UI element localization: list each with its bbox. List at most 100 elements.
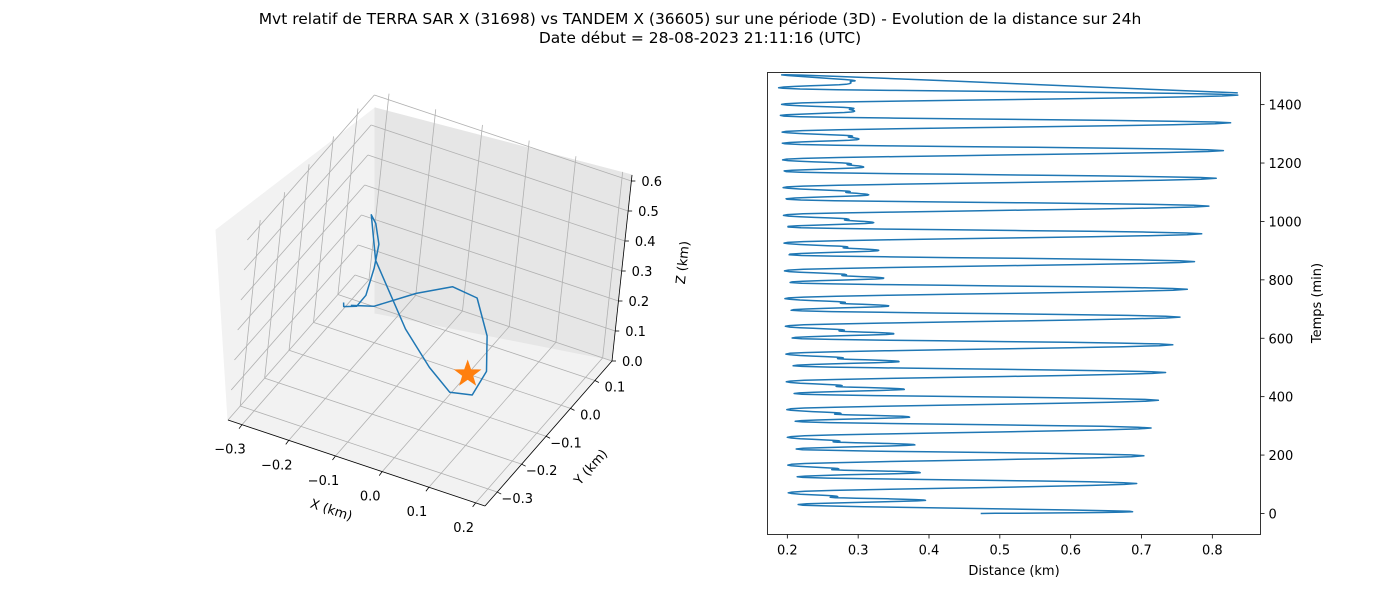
grid-line-x [602,171,624,358]
grid-line-z [361,214,619,302]
x-tick-mark [332,455,336,461]
z-axis-label: Z (km) [674,240,693,285]
grid-line-y [313,322,571,409]
y-tick-mark [570,408,575,411]
y-tick-label: −0.2 [526,464,558,479]
grid-line-z [374,94,632,182]
y-axis-label: Y (km) [571,447,611,489]
grid-line-z [371,124,629,212]
grid-line-y [288,349,547,437]
grid-line-x [288,295,417,441]
grid-line-x [368,93,390,280]
y-tick-label: 400 [1269,391,1294,406]
x-tick-mark [285,440,290,445]
distance-time-plot: 0.2 0.3 0.4 0.5 0.6 0.7 0.8 0 200 400 600 800 1000 1… [767,72,1325,579]
y-tick-label: 1200 [1269,157,1302,172]
grid-line-z [247,94,375,241]
x-tick-mark [472,502,476,508]
grid-line-z [240,154,369,301]
x-tick-label: −0.1 [308,474,340,489]
figure-title-line-1: Mvt relatif de TERRA SAR X (31698) vs TA… [258,10,1142,28]
trajectory-line [342,214,488,396]
x-tick-label: 0.5 [989,544,1010,559]
x-tick-label: 0.2 [777,544,798,559]
z-tick-label: 0.0 [622,355,643,370]
y-tick-label: 600 [1269,332,1294,347]
x-axis-label-2d: Distance (km) [968,564,1059,579]
grid-line-x [241,279,370,425]
x-tick-label: −0.3 [214,443,246,458]
grid-line-z [227,274,356,421]
grid-line-z [354,274,613,362]
z-tick-label: 0.5 [638,205,659,220]
y-tick-label: 1000 [1269,215,1302,230]
z-tick-label: 0.3 [632,265,653,280]
y-tick-label: 0.0 [580,408,601,423]
x-tick-label: 0.4 [919,544,940,559]
y-tick-label: 1400 [1269,99,1302,114]
grid-line-y [264,377,522,465]
z-tick-label: 0.2 [628,295,649,310]
grid-line-z [358,244,616,332]
grid-line-y [337,108,359,295]
grid-line-x [475,357,603,504]
x-tick-mark [238,424,243,429]
grid-line-z [243,124,372,271]
y-axis-line [484,360,613,507]
grid-3d [227,93,632,504]
grid-line-y [264,192,286,379]
y-ticks: 0 200 400 600 800 1000 1200 1400 [1260,99,1302,522]
y-tick-label: 0.1 [605,381,626,396]
x-tick-mark [378,471,383,476]
z-axis-line [611,174,633,362]
y-tick-mark [497,491,502,495]
grid-line-z [230,244,359,391]
y-tick-label: 800 [1269,274,1294,289]
y-tick-mark [594,380,600,383]
grid-line-y [240,405,498,493]
x-tick-label: 0.7 [1131,544,1152,559]
grid-line-z [237,184,365,331]
figure-title-line-2: Date début = 28-08-2023 21:11:16 (UTC) [538,29,862,47]
y-tick-label: 200 [1269,449,1294,464]
x-axis-line [227,419,486,507]
x-tick-label: −0.2 [261,458,293,473]
grid-line-z [234,214,362,361]
y-tick-label: 0 [1269,507,1277,522]
y-tick-label: −0.3 [501,492,533,507]
x-tick-label: 0.2 [453,521,474,536]
z-tick-label: 0.1 [625,325,646,340]
grid-line-z [367,154,626,242]
x-tick-label: 0.8 [1202,544,1223,559]
y-tick-label: −0.1 [550,436,582,451]
z-tick-label: 0.6 [641,175,662,190]
grid-line-x [415,109,437,296]
x-tick-label: 0.6 [1060,544,1081,559]
grid-line-y [239,220,261,407]
x-tick-label: 0.3 [848,544,869,559]
trajectory-3d-plot: −0.3 −0.2 −0.1 0.0 0.1 0.2 −0.3 −0.2 −0.1 0.0 0.1 0… [214,93,693,536]
y-tick-mark [545,435,551,439]
x-axis-label: X (km) [308,497,354,525]
grid-line-x [555,156,577,343]
distance-series-line [777,73,1239,515]
grid-line-y [313,136,334,323]
grid-line-y [337,294,596,381]
ticks-3d: −0.3 −0.2 −0.1 0.0 0.1 0.2 −0.3 −0.2 −0.1 0.0 0.1 0… [214,175,662,536]
grid-line-x [381,326,510,472]
grid-line-z [364,184,622,272]
reference-star-marker [453,359,482,386]
grid-line-x [508,140,530,327]
y-axis-label-2d: Temps (min) [1310,263,1325,344]
grid-line-y [288,164,310,351]
x-tick-label: 0.0 [360,490,381,505]
axis-lines-3d [227,174,633,507]
x-tick-mark [425,486,430,492]
grid-line-x [462,124,483,312]
grid-line-x [428,341,557,488]
grid-line-x [335,310,463,457]
z-tick-label: 0.4 [635,235,656,250]
y-tick-mark [521,463,526,467]
x-ticks: 0.2 0.3 0.4 0.5 0.6 0.7 0.8 [777,534,1223,559]
